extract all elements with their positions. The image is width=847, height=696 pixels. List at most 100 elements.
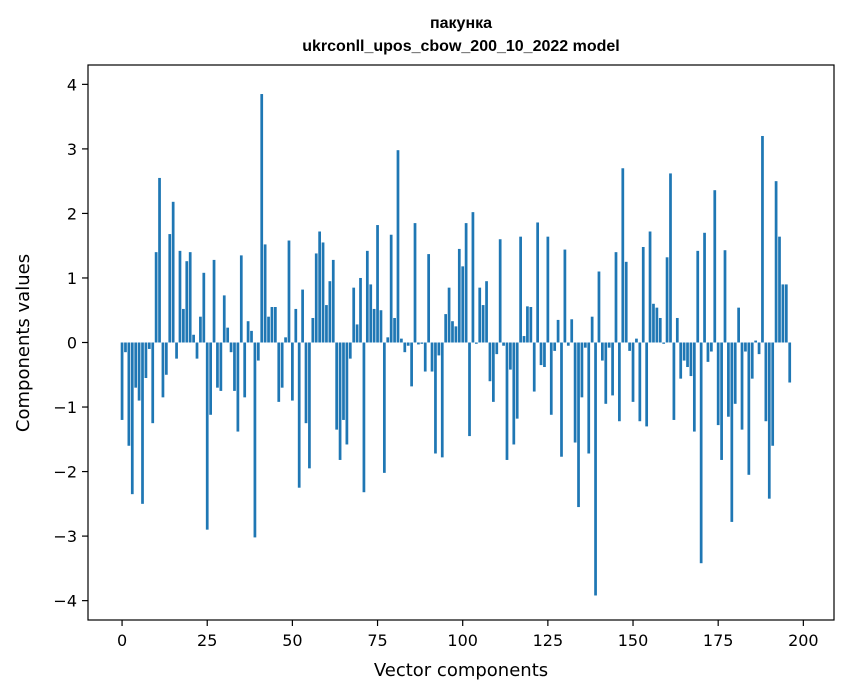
bar — [359, 277, 362, 343]
bar — [505, 342, 509, 460]
bar — [161, 342, 165, 398]
bar — [713, 190, 717, 343]
bar — [733, 342, 737, 404]
bar — [219, 342, 223, 391]
x-axis: 0 25 50 75 100 125 150 175 200 — [117, 620, 819, 650]
bar — [420, 342, 424, 344]
bar — [253, 342, 257, 538]
bar — [134, 342, 138, 388]
bar — [549, 342, 553, 415]
bar — [485, 281, 488, 343]
bar — [342, 342, 345, 420]
bar — [539, 342, 543, 366]
bar — [291, 342, 294, 401]
bar — [594, 342, 597, 596]
bar — [151, 342, 155, 424]
bar — [454, 326, 458, 343]
x-tick-label: 125 — [533, 631, 564, 650]
bar — [427, 254, 431, 343]
x-tick-label: 150 — [618, 631, 649, 650]
bar — [601, 342, 604, 361]
y-tick-label: −3 — [53, 527, 77, 546]
bar — [764, 342, 768, 422]
bar — [226, 327, 230, 343]
bar — [355, 324, 359, 343]
bar — [757, 342, 761, 355]
bar — [652, 303, 655, 343]
bar — [440, 342, 444, 458]
bar — [784, 284, 788, 343]
bar — [481, 305, 485, 343]
bar — [566, 342, 570, 346]
bar — [771, 342, 775, 446]
y-axis-label: Components values — [13, 254, 34, 432]
bar — [703, 232, 706, 343]
bar — [437, 342, 441, 356]
bar — [250, 330, 253, 343]
bar — [590, 316, 594, 343]
bar — [178, 250, 182, 343]
bar — [526, 306, 529, 343]
bar — [376, 225, 379, 343]
bar — [273, 307, 277, 343]
bar — [604, 342, 608, 404]
bar — [141, 342, 144, 504]
bar — [325, 305, 328, 343]
bar — [335, 342, 339, 430]
bar — [737, 307, 740, 343]
bar — [788, 342, 792, 383]
x-tick-label: 75 — [367, 631, 387, 650]
bar — [519, 236, 522, 343]
bar — [532, 342, 536, 392]
bar — [233, 342, 236, 391]
bar — [127, 342, 131, 446]
bar — [338, 342, 342, 460]
x-tick-label: 100 — [447, 631, 478, 650]
bar — [631, 342, 635, 402]
bar — [246, 321, 250, 343]
bar — [696, 250, 700, 343]
bar — [144, 342, 148, 378]
bar — [614, 252, 618, 343]
bar — [199, 316, 202, 343]
bar — [222, 295, 226, 343]
bar — [348, 342, 352, 359]
bar — [379, 310, 383, 343]
bar — [188, 252, 192, 343]
bar — [260, 94, 264, 343]
bar — [502, 342, 505, 346]
bar — [628, 342, 631, 351]
bar — [158, 177, 161, 343]
bar — [624, 261, 628, 343]
bar — [120, 342, 124, 420]
bar — [270, 307, 274, 343]
bar — [570, 319, 574, 343]
bar — [284, 337, 287, 343]
bar — [400, 338, 403, 343]
bar — [553, 342, 557, 351]
bar — [406, 342, 410, 346]
bar — [492, 342, 495, 402]
bar — [164, 342, 168, 375]
bar — [672, 342, 676, 420]
bar — [546, 236, 550, 343]
bar — [583, 342, 587, 348]
bar — [699, 342, 703, 564]
bar — [195, 342, 199, 359]
bar — [744, 342, 747, 352]
bar — [706, 342, 710, 362]
bar — [372, 308, 376, 343]
bar — [267, 316, 270, 343]
x-tick-label: 175 — [703, 631, 734, 650]
bar — [522, 336, 526, 343]
bar — [488, 342, 492, 382]
bar — [328, 281, 332, 343]
bar — [556, 319, 560, 343]
bar — [362, 342, 366, 493]
bar — [774, 181, 778, 343]
bar — [130, 342, 134, 495]
bar — [413, 223, 417, 343]
x-axis-label: Vector components — [374, 660, 548, 681]
bar — [716, 342, 720, 426]
